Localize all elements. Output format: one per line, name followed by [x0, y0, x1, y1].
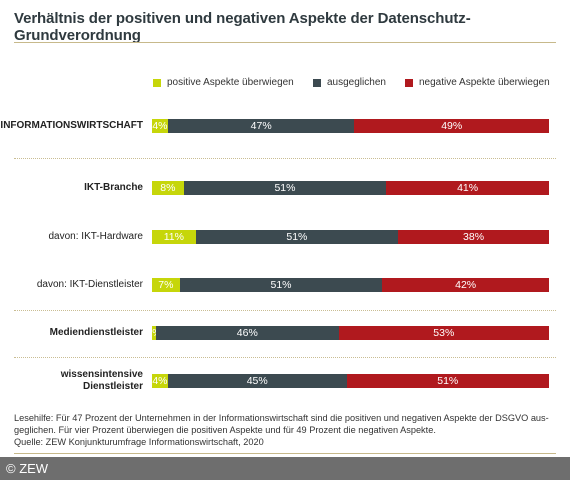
bar-segment-negative: 49% [354, 119, 549, 133]
row-label-line: INFORMATIONSWIRTSCHAFT [0, 120, 143, 131]
bar-segment-negative: 41% [386, 181, 549, 195]
data-label: 11% [163, 231, 184, 243]
bar-segment-positive: 4% [152, 119, 168, 133]
footnote: Lesehilfe: Für 47 Prozent der Unternehme… [14, 412, 558, 448]
data-label: 42% [455, 279, 477, 291]
data-label: 47% [250, 120, 272, 132]
footer-bar: © ZEW [0, 457, 570, 480]
bar-segment-balanced: 45% [167, 374, 347, 388]
title-rule [14, 42, 556, 43]
data-label: 51% [270, 279, 292, 291]
data-label: 46% [236, 327, 258, 339]
legend-item-balanced: ausgeglichen [313, 77, 386, 88]
row-label: INFORMATIONSWIRTSCHAFT [0, 120, 143, 132]
data-label: 53% [433, 327, 455, 339]
data-label: 7% [158, 279, 174, 291]
legend-item-positive: positive Aspekte überwiegen [153, 77, 294, 88]
row-label-line: davon: IKT-Dienstleister [36, 279, 143, 290]
footnote-line-2: geglichen. Für vier Prozent überwiegen d… [14, 425, 436, 435]
bar-segment-positive: 8% [152, 181, 184, 195]
legend-item-negative: negative Aspekte überwiegen [405, 77, 550, 88]
row-label: IKT-Branche [84, 182, 143, 194]
legend-swatch-negative [405, 78, 413, 87]
copyright-text: © ZEW [6, 461, 49, 476]
footer-rule [14, 453, 556, 454]
row-label-line: IKT-Branche [84, 182, 143, 193]
bar-segment-balanced: 51% [179, 278, 383, 292]
row-label-line: davon: IKT-Hardware [48, 231, 144, 242]
bar-segment-balanced: 51% [183, 181, 387, 195]
bar-row: 11% 51% 38% [152, 230, 549, 244]
footnote-line-1: Lesehilfe: Für 47 Prozent der Unternehme… [14, 413, 549, 423]
bar-row: 7% 51% 42% [152, 278, 549, 292]
row-separator [14, 357, 556, 358]
row-separator [14, 158, 556, 159]
bar-segment-positive: 7% [152, 278, 180, 292]
row-label: davon: IKT-Hardware [49, 231, 144, 243]
row-label-line: Dienstleister [82, 381, 143, 392]
bar-segment-negative: 42% [382, 278, 549, 292]
row-label: Mediendienstleister [50, 327, 143, 339]
legend-swatch-balanced [313, 78, 321, 87]
bar-segment-negative: 38% [398, 230, 549, 244]
legend-swatch-positive [153, 78, 161, 87]
bar-row: 4% 47% 49% [152, 119, 549, 133]
bar-segment-balanced: 46% [155, 326, 339, 340]
data-label: 4% [152, 120, 168, 132]
legend-label-balanced: ausgeglichen [327, 77, 386, 88]
chart-title: Verhältnis der positiven und negativen A… [14, 10, 471, 44]
bar-row: 4% 45% 51% [152, 374, 549, 388]
bar-row: 1% 46% 53% [146, 326, 549, 340]
data-label: 51% [274, 182, 296, 194]
bar-segment-positive: 11% [152, 230, 196, 244]
bar-segment-positive: 4% [152, 374, 168, 388]
row-label-line: wissensintensive [60, 369, 143, 380]
bar-row: 8% 51% 41% [152, 181, 549, 195]
data-label: 49% [441, 120, 463, 132]
data-label: 8% [160, 182, 176, 194]
footnote-source: Quelle: ZEW Konjunkturumfrage Informatio… [14, 437, 264, 447]
data-label: 38% [463, 231, 485, 243]
row-label-line: Mediendienstleister [49, 327, 143, 338]
data-label: 45% [246, 375, 268, 387]
data-label: 51% [286, 231, 308, 243]
data-label: 4% [152, 375, 168, 387]
row-label: davon: IKT-Dienstleister [37, 279, 143, 291]
data-label: 41% [457, 182, 479, 194]
row-label: wissensintensive Dienstleister [61, 369, 143, 393]
data-label: 51% [437, 375, 459, 387]
bar-segment-balanced: 51% [195, 230, 399, 244]
bar-segment-balanced: 47% [167, 119, 355, 133]
bar-segment-negative: 53% [338, 326, 549, 340]
legend-label-positive: positive Aspekte überwiegen [167, 77, 294, 88]
bar-segment-negative: 51% [346, 374, 549, 388]
legend-label-negative: negative Aspekte überwiegen [419, 77, 550, 88]
row-separator [14, 310, 556, 311]
